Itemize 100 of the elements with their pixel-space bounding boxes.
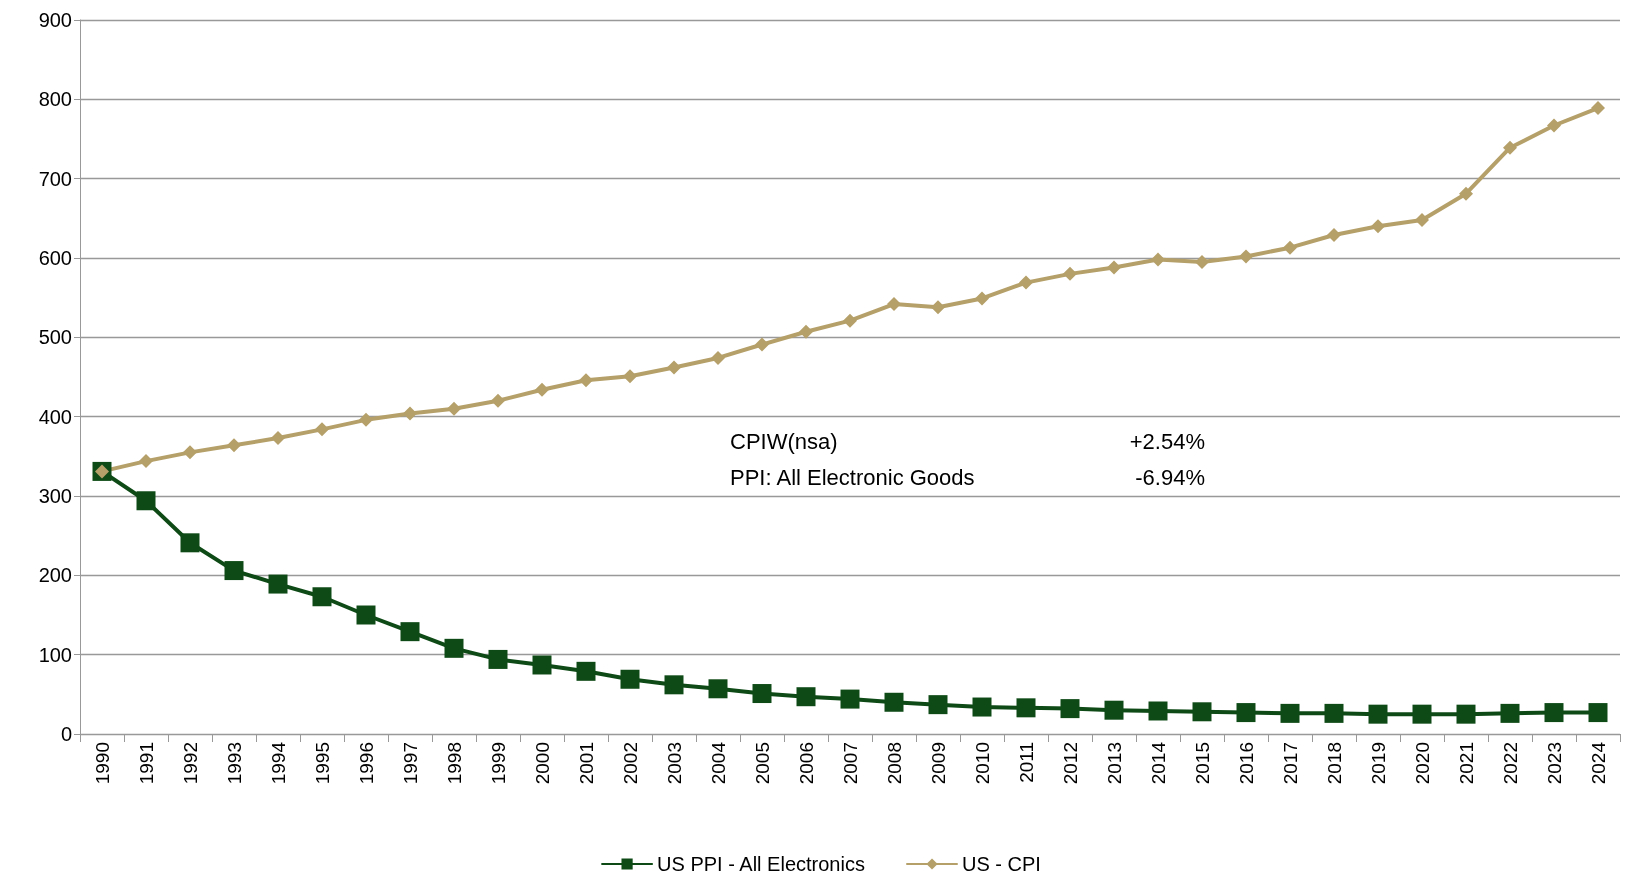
point (972, 697, 992, 717)
point (444, 638, 464, 658)
y-tick-label: 600 (38, 247, 72, 269)
point (752, 684, 772, 704)
point (664, 675, 684, 695)
point (1368, 704, 1388, 724)
x-tick-label: 2014 (1147, 741, 1169, 785)
point (840, 689, 860, 709)
y-tick-label: 700 (38, 167, 72, 190)
x-tick-label: 1997 (399, 742, 421, 785)
x-tick-label: 2006 (795, 742, 817, 785)
point (579, 373, 593, 388)
x-tick-label: 2001 (575, 742, 597, 785)
annotation: +2.54% (1129, 428, 1206, 454)
x-tick-label: 2004 (707, 741, 729, 785)
point (183, 445, 197, 460)
point (1588, 703, 1608, 723)
point (1324, 703, 1344, 723)
point (1151, 252, 1165, 267)
point (1239, 249, 1253, 264)
x-tick-label: 1996 (355, 742, 377, 785)
point (887, 297, 901, 312)
point (931, 300, 945, 315)
x-tick-label: 1993 (223, 742, 245, 785)
point (1412, 704, 1432, 724)
point (139, 454, 153, 469)
point (224, 561, 244, 581)
point (1371, 219, 1385, 234)
point (1107, 260, 1121, 275)
point (1063, 266, 1077, 281)
x-tick-label: 2010 (971, 742, 993, 785)
point (488, 649, 508, 669)
y-tick-label: 800 (38, 88, 72, 111)
point (708, 679, 728, 699)
point (1415, 212, 1429, 227)
point (1591, 101, 1605, 116)
x-tick-label: 2009 (927, 742, 949, 785)
x-tick-label: 2024 (1587, 741, 1609, 785)
point (1283, 240, 1297, 255)
point (315, 422, 329, 437)
point (623, 369, 637, 384)
point (535, 382, 549, 397)
point (1195, 254, 1209, 269)
point (1459, 186, 1473, 201)
point (400, 622, 420, 642)
x-tick-label: 1998 (443, 742, 465, 785)
point (1016, 698, 1036, 718)
x-tick-label: 2012 (1059, 742, 1081, 785)
legend-label: US PPI - All Electronics (657, 853, 865, 875)
y-tick-label: 200 (38, 564, 72, 587)
point (491, 393, 505, 408)
point (620, 669, 640, 689)
x-tick-label: 2022 (1499, 742, 1521, 785)
x-tick-label: 2011 (1015, 742, 1037, 783)
x-tick-label: 2007 (839, 742, 861, 785)
point (136, 491, 156, 511)
point (447, 401, 461, 416)
point (403, 406, 417, 421)
y-tick-label: 0 (60, 723, 72, 745)
point (312, 587, 332, 607)
x-tick-label: 2020 (1411, 742, 1433, 785)
y-tick-label: 100 (38, 643, 72, 666)
x-tick-label: 1999 (487, 742, 509, 785)
x-tick-label: 1992 (179, 742, 201, 785)
point (843, 313, 857, 328)
x-tick-label: 2008 (883, 742, 905, 785)
x-tick-label: 1991 (135, 742, 157, 785)
point (799, 324, 813, 339)
x-tick-label: 2003 (663, 742, 685, 785)
x-tick-label: 2000 (531, 742, 553, 785)
point (1456, 704, 1476, 724)
point (1192, 702, 1212, 722)
point (359, 412, 373, 427)
point (356, 605, 376, 625)
point (1544, 703, 1564, 723)
x-tick-label: 2013 (1103, 742, 1125, 785)
x-tick-label: 2023 (1543, 742, 1565, 785)
point (1148, 701, 1168, 721)
point (576, 661, 596, 681)
annotation: -6.94% (1135, 464, 1206, 490)
point (271, 431, 285, 446)
point (755, 337, 769, 352)
x-tick-label: 2021 (1455, 742, 1477, 785)
point (227, 438, 241, 453)
annotation: PPI: All Electronic Goods (730, 464, 975, 490)
point (975, 291, 989, 306)
x-tick-label: 2005 (751, 742, 773, 785)
x-tick-label: 1990 (91, 742, 113, 785)
point (532, 655, 552, 675)
point (1280, 703, 1300, 723)
point (180, 533, 200, 553)
point (711, 350, 725, 365)
point (1019, 275, 1033, 290)
point (884, 692, 904, 712)
y-tick-label: 500 (38, 326, 72, 349)
point (1104, 700, 1124, 720)
point (1503, 140, 1517, 155)
legend-label: US - CPI (962, 853, 1041, 875)
point (1547, 118, 1561, 133)
point (1500, 703, 1520, 723)
